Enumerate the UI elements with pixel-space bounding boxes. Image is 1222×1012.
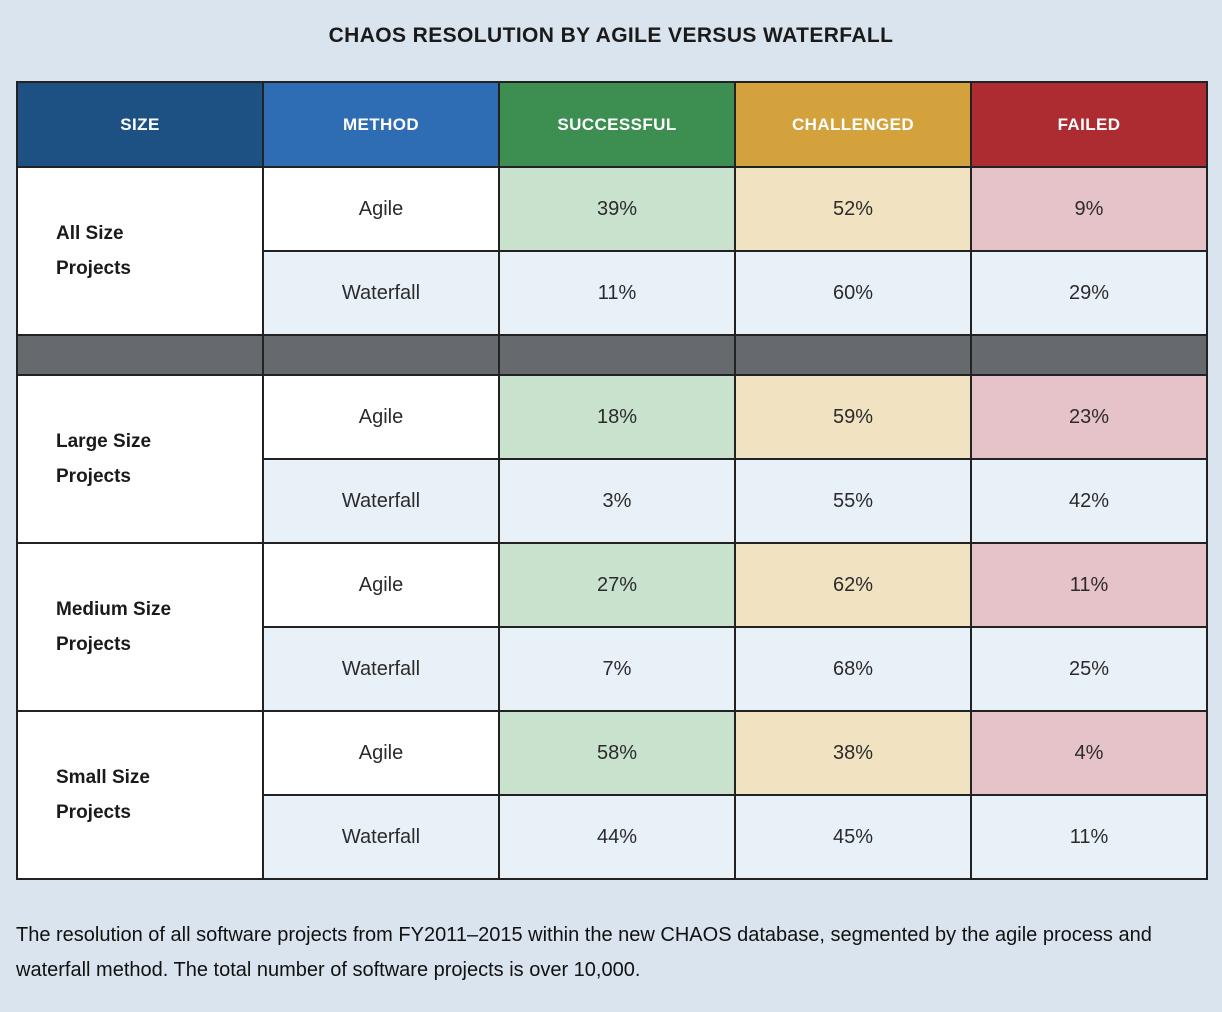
value-cell: 59%	[734, 374, 972, 460]
value-cell: 4%	[970, 710, 1208, 796]
table-row: Small Size Projects Agile 58% 38% 4%	[16, 710, 1208, 880]
value-cell: 68%	[734, 626, 972, 712]
separator-cell	[970, 334, 1208, 376]
table-row: Large Size Projects Agile 18% 59% 23%	[16, 374, 1208, 544]
column-header-method: METHOD	[262, 81, 500, 168]
separator-cell	[734, 334, 972, 376]
value-cell: 11%	[970, 542, 1208, 628]
method-cell: Waterfall	[262, 794, 500, 880]
value-cell: 11%	[970, 794, 1208, 880]
size-cell-large: Large Size Projects	[16, 374, 264, 544]
method-cell: Agile	[262, 542, 500, 628]
column-header-successful: SUCCESSFUL	[498, 81, 736, 168]
separator-cell	[498, 334, 736, 376]
size-cell-small: Small Size Projects	[16, 710, 264, 880]
method-cell: Waterfall	[262, 458, 500, 544]
chart-title: CHAOS RESOLUTION BY AGILE VERSUS WATERFA…	[328, 24, 894, 47]
value-cell: 3%	[498, 458, 736, 544]
separator-cell	[262, 334, 500, 376]
value-cell: 29%	[970, 250, 1208, 336]
method-cell: Waterfall	[262, 626, 500, 712]
header-row: SIZE METHOD SUCCESSFUL CHALLENGED FAILED	[16, 81, 1208, 168]
separator-cell	[16, 334, 264, 376]
value-cell: 7%	[498, 626, 736, 712]
value-cell: 38%	[734, 710, 972, 796]
table-row: All Size Projects Agile 39% 52% 9%	[16, 166, 1208, 336]
method-cell: Waterfall	[262, 250, 500, 336]
value-cell: 55%	[734, 458, 972, 544]
method-cell: Agile	[262, 166, 500, 252]
value-cell: 25%	[970, 626, 1208, 712]
value-cell: 9%	[970, 166, 1208, 252]
column-header-failed: FAILED	[970, 81, 1208, 168]
value-cell: 52%	[734, 166, 972, 252]
value-cell: 58%	[498, 710, 736, 796]
chaos-resolution-table: SIZE METHOD SUCCESSFUL CHALLENGED FAILED…	[16, 81, 1208, 880]
method-cell: Agile	[262, 710, 500, 796]
size-cell-all: All Size Projects	[16, 166, 264, 336]
column-header-challenged: CHALLENGED	[734, 81, 972, 168]
figure-caption: The resolution of all software projects …	[16, 924, 1152, 981]
value-cell: 23%	[970, 374, 1208, 460]
table-row: Waterfall 44% 45% 11%	[17, 794, 1208, 880]
value-cell: 18%	[498, 374, 736, 460]
method-cell: Agile	[262, 374, 500, 460]
separator-row	[16, 334, 1208, 376]
value-cell: 60%	[734, 250, 972, 336]
value-cell: 39%	[498, 166, 736, 252]
table-row: Waterfall 7% 68% 25%	[17, 626, 1208, 712]
value-cell: 45%	[734, 794, 972, 880]
size-cell-medium: Medium Size Projects	[16, 542, 264, 712]
table-row: Waterfall 3% 55% 42%	[17, 458, 1208, 544]
value-cell: 44%	[498, 794, 736, 880]
value-cell: 27%	[498, 542, 736, 628]
value-cell: 11%	[498, 250, 736, 336]
table-row: Medium Size Projects Agile 27% 62% 11%	[16, 542, 1208, 712]
column-header-size: SIZE	[16, 81, 264, 168]
value-cell: 42%	[970, 458, 1208, 544]
value-cell: 62%	[734, 542, 972, 628]
table-row: Waterfall 11% 60% 29%	[17, 250, 1208, 336]
